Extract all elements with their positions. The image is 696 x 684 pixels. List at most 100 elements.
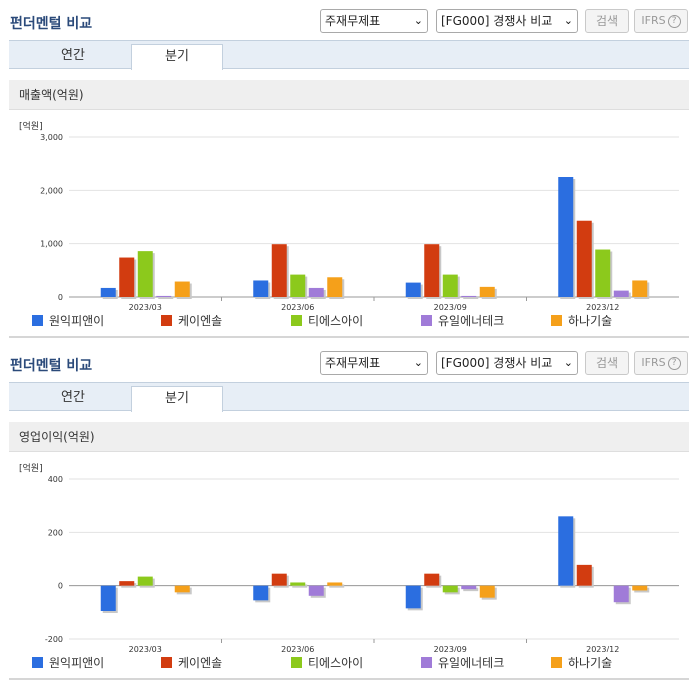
y-unit-label: [억원] — [19, 122, 43, 132]
ifrs-label: IFRS — [641, 356, 666, 369]
bar[interactable] — [156, 295, 172, 297]
ifrs-help-button[interactable]: IFRS? — [634, 351, 688, 375]
legend-item[interactable]: 티에스아이 — [291, 314, 363, 328]
x-tick-label: 2023/12 — [586, 645, 619, 652]
bar[interactable] — [442, 585, 458, 593]
legend-item[interactable]: 케이엔솔 — [161, 314, 222, 328]
tab-quarterly[interactable]: 분기 — [131, 44, 223, 70]
legend-swatch — [32, 315, 43, 326]
legend-item[interactable]: 원익피앤이 — [32, 656, 104, 670]
bar[interactable] — [137, 576, 153, 586]
bar[interactable] — [613, 585, 629, 603]
legend-item[interactable]: 유일에너테크 — [421, 314, 504, 328]
statement-type-value: 주재무제표 — [325, 356, 381, 370]
legend-swatch — [421, 315, 432, 326]
legend-item[interactable]: 원익피앤이 — [32, 314, 104, 328]
legend-item[interactable]: 티에스아이 — [291, 656, 363, 670]
bar[interactable] — [461, 585, 477, 590]
chart-legend: 원익피앤이 케이엔솔 티에스아이 유일에너테크 하나기술 — [32, 656, 672, 672]
legend-swatch — [32, 657, 43, 668]
bar[interactable] — [558, 177, 574, 297]
tab-annual[interactable]: 연간 — [61, 390, 85, 405]
revenue-bar-chart: 0 1,000 2,000 3,000 2023/03 2023/06 2023/09 202… — [40, 133, 679, 310]
bar[interactable] — [461, 295, 477, 297]
legend-item[interactable]: 케이엔솔 — [161, 656, 222, 670]
bar[interactable] — [100, 287, 116, 297]
bar[interactable] — [479, 585, 495, 598]
legend-item[interactable]: 하나기술 — [551, 656, 612, 670]
x-tick-label: 2023/12 — [586, 303, 619, 310]
bar[interactable] — [119, 257, 135, 297]
legend-label: 원익피앤이 — [49, 656, 105, 670]
chevron-down-icon: ⌄ — [413, 14, 423, 27]
x-tick-label: 2023/09 — [434, 645, 467, 652]
bar[interactable] — [271, 573, 287, 586]
bar[interactable] — [405, 282, 421, 297]
legend-label: 유일에너테크 — [438, 314, 505, 328]
chevron-down-icon: ⌄ — [563, 356, 573, 369]
bar[interactable] — [174, 281, 190, 297]
bar[interactable] — [174, 585, 190, 593]
bar[interactable] — [253, 280, 269, 297]
y-tick-label: 1,000 — [40, 240, 63, 249]
chart-card: 영업이익(억원) [억원] -200 0 200 400 2023/03 2023/06 2… — [9, 422, 689, 680]
bar[interactable] — [308, 287, 324, 297]
statement-type-select[interactable]: 주재무제표 ⌄ — [320, 9, 428, 33]
bar[interactable] — [290, 582, 306, 586]
bar[interactable] — [100, 585, 116, 611]
help-icon: ? — [667, 15, 681, 28]
bar-shadow — [329, 584, 345, 588]
operating-profit-bar-chart: -200 0 200 400 2023/03 2023/06 2023/09 2023/12 — [45, 475, 679, 652]
legend-swatch — [291, 315, 302, 326]
bar[interactable] — [424, 244, 440, 297]
bar[interactable] — [576, 220, 592, 297]
period-tabs: 연간 분기 — [9, 40, 689, 70]
peer-group-select[interactable]: [FG000] 경쟁사 비교 ⌄ — [436, 351, 578, 375]
ifrs-help-button[interactable]: IFRS? — [634, 9, 688, 33]
bar[interactable] — [424, 573, 440, 586]
legend-item[interactable]: 하나기술 — [551, 314, 612, 328]
y-tick-label: 0 — [58, 582, 63, 591]
x-tick-label: 2023/03 — [129, 303, 162, 310]
search-button[interactable]: 검색 — [585, 351, 629, 375]
statement-type-select[interactable]: 주재무제표 ⌄ — [320, 351, 428, 375]
bar[interactable] — [271, 244, 287, 297]
legend-swatch — [291, 657, 302, 668]
y-tick-label: -200 — [45, 635, 63, 644]
bar[interactable] — [253, 585, 269, 601]
bar-shadow — [463, 587, 479, 592]
bar[interactable] — [632, 280, 648, 297]
search-button[interactable]: 검색 — [585, 9, 629, 33]
tab-quarterly[interactable]: 분기 — [131, 386, 223, 412]
bar[interactable] — [290, 274, 306, 297]
fundamental-section-revenue: 펀더멘털 비교 주재무제표 ⌄ [FG000] 경쟁사 비교 ⌄ 검색 IFRS… — [9, 9, 689, 338]
x-tick-label: 2023/06 — [281, 645, 314, 652]
period-tabs: 연간 분기 — [9, 382, 689, 412]
peer-group-select[interactable]: [FG000] 경쟁사 비교 ⌄ — [436, 9, 578, 33]
bar[interactable] — [632, 585, 648, 591]
help-icon: ? — [667, 357, 681, 370]
legend-item[interactable]: 유일에너테크 — [421, 656, 504, 670]
legend-label: 케이엔솔 — [178, 314, 223, 328]
bar[interactable] — [479, 286, 495, 297]
y-tick-label: 3,000 — [40, 133, 63, 142]
bar[interactable] — [327, 277, 343, 297]
bar[interactable] — [327, 582, 343, 586]
x-tick-label: 2023/09 — [434, 303, 467, 310]
bar[interactable] — [613, 290, 629, 297]
chevron-down-icon: ⌄ — [413, 356, 423, 369]
bar[interactable] — [558, 516, 574, 586]
bar[interactable] — [137, 251, 153, 297]
tab-annual[interactable]: 연간 — [61, 48, 85, 63]
bar[interactable] — [576, 564, 592, 586]
bar[interactable] — [595, 249, 611, 297]
y-unit-label: [억원] — [19, 464, 43, 474]
bar[interactable] — [119, 581, 135, 586]
legend-label: 하나기술 — [568, 656, 613, 670]
legend-swatch — [551, 657, 562, 668]
section-title: 펀더멘털 비교 — [10, 16, 93, 32]
bar[interactable] — [405, 585, 421, 609]
bar[interactable] — [442, 274, 458, 297]
chart-title: 영업이익(억원) — [9, 422, 689, 452]
bar[interactable] — [308, 585, 324, 596]
